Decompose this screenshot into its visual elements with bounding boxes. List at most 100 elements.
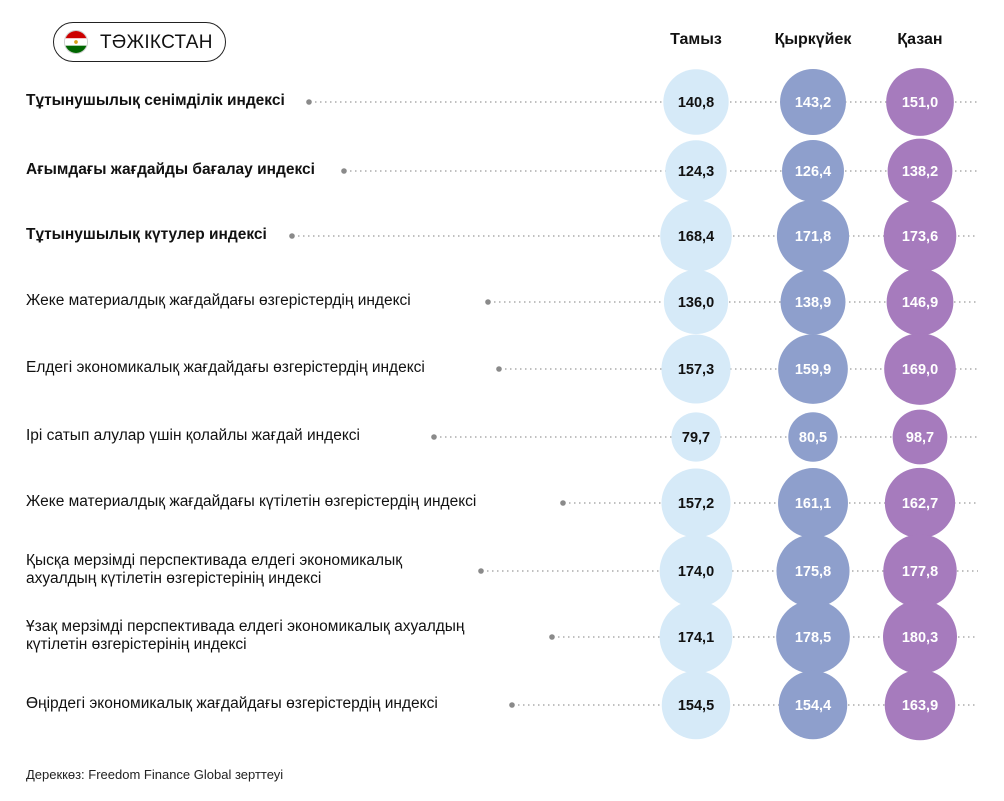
bubble-5-2 bbox=[892, 409, 948, 465]
bubble-0-2 bbox=[886, 68, 954, 136]
row-label-5: Ірі сатып алулар үшін қолайлы жағдай инд… bbox=[26, 427, 360, 445]
row-label-9: Өңірдегі экономикалық жағдайдағы өзгеріс… bbox=[26, 695, 438, 713]
bubble-value-1-2: 138,2 bbox=[902, 164, 938, 180]
bubble-1-1 bbox=[782, 140, 844, 202]
bubble-value-8-1: 178,5 bbox=[795, 630, 831, 646]
leader-dot-6 bbox=[560, 500, 566, 506]
bubble-9-0 bbox=[661, 670, 731, 740]
bubble-value-5-0: 79,7 bbox=[682, 430, 710, 446]
leader-dot-0 bbox=[306, 99, 312, 105]
country-badge: ТӘЖІКСТАН bbox=[53, 22, 226, 62]
column-header-1: Қыркүйек bbox=[774, 31, 852, 48]
bubble-9-2 bbox=[884, 669, 956, 741]
column-header-0: Тамыз bbox=[670, 31, 722, 48]
bubble-value-1-1: 126,4 bbox=[795, 164, 831, 180]
row-label-1: Ағымдағы жағдайды бағалау индексі bbox=[26, 161, 315, 179]
row-label-line: Жеке материалдық жағдайдағы күтілетін өз… bbox=[26, 493, 477, 510]
bubble-6-1 bbox=[778, 468, 848, 538]
bubble-value-6-2: 162,7 bbox=[902, 496, 938, 512]
row-label-8: Ұзақ мерзімді перспективада елдегі эконо… bbox=[26, 618, 465, 654]
bubble-value-7-2: 177,8 bbox=[902, 564, 938, 580]
flag-stripe-bottom bbox=[65, 45, 87, 53]
bubble-7-2 bbox=[883, 534, 957, 608]
bubble-9-1 bbox=[778, 670, 848, 740]
bubble-3-0 bbox=[663, 269, 729, 335]
bubble-2-0 bbox=[660, 200, 732, 272]
bubble-0-1 bbox=[780, 69, 846, 135]
bubble-value-0-1: 143,2 bbox=[795, 95, 831, 111]
row-label-6: Жеке материалдық жағдайдағы күтілетін өз… bbox=[26, 493, 476, 511]
bubble-3-2 bbox=[886, 268, 954, 336]
bubble-6-2 bbox=[884, 467, 956, 539]
bubble-value-7-1: 175,8 bbox=[795, 564, 831, 580]
bubble-value-6-1: 161,1 bbox=[795, 496, 831, 512]
bubble-value-3-1: 138,9 bbox=[795, 295, 831, 311]
bubble-8-2 bbox=[883, 600, 957, 674]
bubble-2-2 bbox=[883, 199, 957, 273]
bubble-value-5-1: 80,5 bbox=[799, 430, 827, 446]
leader-dot-3 bbox=[485, 299, 491, 305]
row-label-line: Қысқа мерзімді перспективада елдегі экон… bbox=[26, 552, 403, 569]
leader-dot-8 bbox=[549, 634, 555, 640]
bubble-value-9-0: 154,5 bbox=[678, 698, 714, 714]
bubble-5-0 bbox=[671, 412, 721, 462]
bubble-8-0 bbox=[659, 600, 733, 674]
bubble-value-8-2: 180,3 bbox=[902, 630, 938, 646]
bubble-value-9-1: 154,4 bbox=[795, 698, 831, 714]
flag-stripe-top bbox=[65, 31, 87, 39]
row-label-line: Ағымдағы жағдайды бағалау индексі bbox=[26, 161, 315, 178]
bubble-value-9-2: 163,9 bbox=[902, 698, 938, 714]
row-label-4: Елдегі экономикалық жағдайдағы өзгерісте… bbox=[26, 359, 425, 377]
row-label-line: күтілетін өзгерістерінің индексі bbox=[26, 636, 247, 653]
bubble-value-3-2: 146,9 bbox=[902, 295, 938, 311]
row-label-2: Тұтынушылық күтулер индексі bbox=[26, 226, 267, 244]
leader-dot-4 bbox=[496, 366, 502, 372]
row-label-line: Жеке материалдық жағдайдағы өзгерістерді… bbox=[26, 292, 411, 309]
leader-dot-7 bbox=[478, 568, 484, 574]
bubble-value-7-0: 174,0 bbox=[678, 564, 714, 580]
bubble-value-5-2: 98,7 bbox=[906, 430, 934, 446]
bubble-value-2-2: 173,6 bbox=[902, 229, 938, 245]
tajikistan-flag-icon bbox=[64, 30, 88, 54]
row-label-0: Тұтынушылық сенімділік индексі bbox=[26, 92, 285, 110]
row-label-line: Тұтынушылық сенімділік индексі bbox=[26, 92, 285, 109]
bubble-2-1 bbox=[776, 199, 850, 273]
bubble-1-0 bbox=[665, 140, 727, 202]
country-name: ТӘЖІКСТАН bbox=[100, 32, 213, 53]
row-label-line: Ірі сатып алулар үшін қолайлы жағдай инд… bbox=[26, 427, 360, 444]
bubble-value-4-0: 157,3 bbox=[678, 362, 714, 378]
bubble-value-0-2: 151,0 bbox=[902, 95, 938, 111]
bubble-value-6-0: 157,2 bbox=[678, 496, 714, 512]
leader-dot-1 bbox=[341, 168, 347, 174]
source-note: Дереккөз: Freedom Finance Global зерттеу… bbox=[26, 767, 284, 782]
bubble-value-2-1: 171,8 bbox=[795, 229, 831, 245]
row-label-line: Елдегі экономикалық жағдайдағы өзгерісте… bbox=[26, 359, 425, 376]
leader-dot-2 bbox=[289, 233, 295, 239]
bubble-value-8-0: 174,1 bbox=[678, 630, 714, 646]
bubble-5-1 bbox=[788, 412, 838, 462]
row-label-line: Тұтынушылық күтулер индексі bbox=[26, 226, 267, 243]
row-label-3: Жеке материалдық жағдайдағы өзгерістерді… bbox=[26, 292, 411, 310]
bubble-1-2 bbox=[887, 138, 953, 204]
bubble-7-1 bbox=[776, 534, 850, 608]
column-header-2: Қазан bbox=[897, 31, 943, 48]
bubble-0-0 bbox=[663, 69, 729, 135]
bubble-3-1 bbox=[780, 269, 846, 335]
bubble-4-0 bbox=[661, 334, 731, 404]
leader-dot-9 bbox=[509, 702, 515, 708]
bubble-7-0 bbox=[659, 534, 733, 608]
bubble-8-1 bbox=[776, 600, 850, 674]
row-label-7: Қысқа мерзімді перспективада елдегі экон… bbox=[26, 552, 402, 588]
leader-dot-5 bbox=[431, 434, 437, 440]
bubble-value-4-2: 169,0 bbox=[902, 362, 938, 378]
bubble-4-1 bbox=[778, 334, 848, 404]
bubble-value-4-1: 159,9 bbox=[795, 362, 831, 378]
bubble-value-1-0: 124,3 bbox=[678, 164, 714, 180]
flag-crown bbox=[74, 40, 78, 44]
row-label-line: Ұзақ мерзімді перспективада елдегі эконо… bbox=[26, 618, 465, 635]
bubble-value-2-0: 168,4 bbox=[678, 229, 714, 245]
row-label-line: Өңірдегі экономикалық жағдайдағы өзгеріс… bbox=[26, 695, 438, 712]
bubble-value-0-0: 140,8 bbox=[678, 95, 714, 111]
bubble-4-2 bbox=[884, 333, 956, 405]
